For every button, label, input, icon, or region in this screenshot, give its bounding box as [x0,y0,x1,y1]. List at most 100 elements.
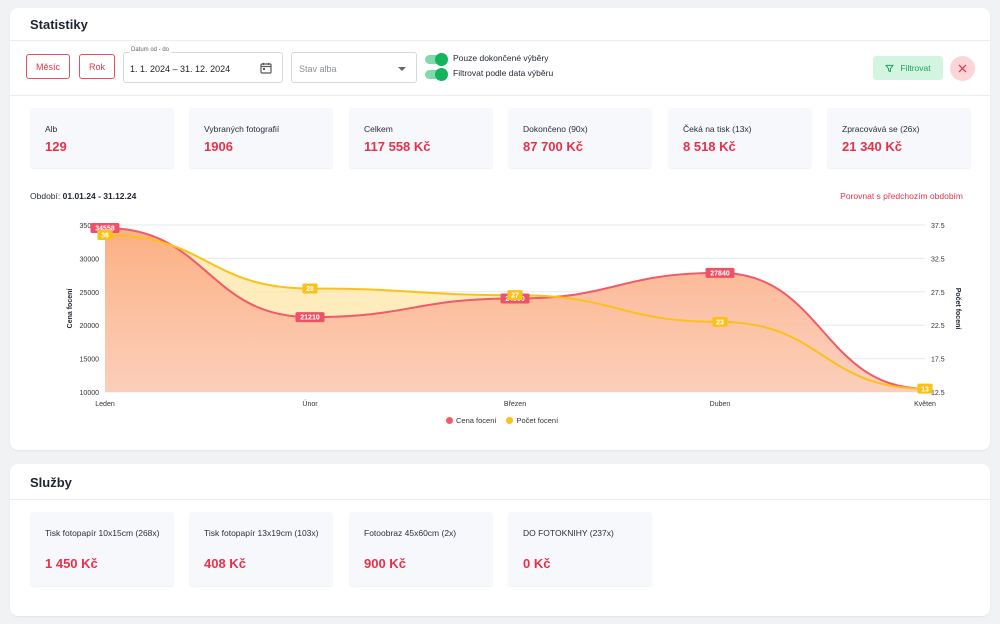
service-tile: DO FOTOKNIHY (237x) 0 Kč [508,512,652,586]
album-status-placeholder: Stav alba [299,64,337,74]
legend-label: Počet focení [516,416,559,425]
stat-label: Alb [45,124,58,134]
clear-filter-button[interactable] [950,56,975,81]
count-data-label-bg [917,383,933,394]
divider [10,40,990,41]
date-range-value: 1. 1. 2024 – 31. 12. 2024 [130,64,231,74]
service-value: 900 Kč [364,556,406,571]
date-range-label: Datum od - do [129,47,172,53]
price-data-label-bg [90,222,120,233]
month-button[interactable]: Měsíc [26,54,70,79]
period-label: Období: [30,191,61,201]
album-status-select[interactable]: Stav alba [291,52,417,83]
y-tick-label: 25000 [80,290,100,297]
stat-tile-processing: Zpracovává se (26x) 21 340 Kč [827,108,971,168]
count-data-label: 36 [101,233,109,240]
stat-label: Čeká na tisk (13x) [683,124,752,134]
y-axis-title: Cena focení [67,288,74,329]
chevron-down-icon [398,67,406,71]
y-tick-label: 20000 [80,323,100,330]
count-data-label-bg [97,230,113,241]
stat-tile-waiting-print: Čeká na tisk (13x) 8 518 Kč [668,108,812,168]
service-label: Tisk fotopapír 10x15cm (268x) [45,528,160,538]
stat-label: Vybraných fotografií [204,124,280,134]
period-text: Období: 01.01.24 - 31.12.24 [30,191,136,201]
legend-label: Cena focení [456,416,497,425]
divider [10,95,990,96]
x-tick-label: Únor [302,399,318,408]
y2-tick-label: 22.5 [931,323,945,330]
count-data-label-bg [712,316,728,327]
service-value: 0 Kč [523,556,551,571]
service-tile: Tisk fotopapír 13x19cm (103x) 408 Kč [189,512,333,586]
stat-value: 8 518 Kč [683,139,736,154]
count-data-label: 27 [511,293,519,300]
stat-tile-selected-photos: Vybraných fotografií 1906 [189,108,333,168]
completed-only-toggle[interactable] [425,53,448,66]
legend-item-price[interactable]: Cena focení [446,416,496,425]
stat-tile-total: Celkem 117 558 Kč [349,108,493,168]
legend-item-count[interactable]: Počet focení [506,416,558,425]
y-tick-label: 10000 [80,390,100,397]
count-data-label-bg [302,283,318,294]
count-data-label: 13 [921,386,929,393]
filter-by-date-label: Filtrovat podle data výběru [453,68,554,78]
chart-legend: Cena focení Počet focení [446,416,558,425]
y2-tick-label: 12.5 [931,390,945,397]
filter-button[interactable]: Filtrovat [873,56,943,80]
stat-value: 117 558 Kč [364,139,431,154]
stat-tile-albums: Alb 129 [30,108,174,168]
service-tile: Fotoobraz 45x60cm (2x) 900 Kč [349,512,493,586]
price-count-chart: 10000 15000 20000 25000 30000 35000 12.5 17.5 22… [67,222,961,408]
count-data-label: 28 [306,286,314,293]
services-title: Služby [30,475,72,490]
service-value: 408 Kč [204,556,246,571]
year-button[interactable]: Rok [79,54,115,79]
x-tick-label: Březen [504,401,526,408]
service-label: Tisk fotopapír 13x19cm (103x) [204,528,319,538]
stat-value: 1906 [204,139,233,154]
date-range-field[interactable]: Datum od - do 1. 1. 2024 – 31. 12. 2024 [123,47,283,83]
x-tick-label: Květen [914,401,936,408]
completed-only-label: Pouze dokončené výběry [453,53,549,63]
divider [10,499,990,500]
price-data-label: 34558 [95,226,115,233]
filter-by-date-toggle[interactable] [425,68,448,81]
stat-tile-completed: Dokončeno (90x) 87 700 Kč [508,108,652,168]
stat-label: Celkem [364,124,393,134]
y2-tick-label: 37.5 [931,223,945,230]
period-value: 01.01.24 - 31.12.24 [62,191,137,201]
y-tick-label: 15000 [80,357,100,364]
x-tick-label: Duben [710,401,731,408]
y-tick-label: 35000 [80,223,100,230]
price-data-label-bg [705,267,735,278]
close-icon [958,64,967,73]
legend-dot-icon [506,417,514,424]
stat-value: 21 340 Kč [842,139,902,154]
price-area-overlay [105,227,925,392]
y2-tick-label: 32.5 [931,256,945,263]
services-card: Služby Tisk fotopapír 10x15cm (268x) 1 4… [10,464,990,616]
compare-previous-link[interactable]: Porovnat s předchozím obdobím [840,191,963,201]
count-data-label: 23 [716,319,724,326]
count-data-label-bg [507,290,523,301]
price-data-label: 27840 [710,270,730,277]
statistics-card: Statistiky Měsíc Rok Datum od - do 1. 1.… [10,8,990,450]
service-label: DO FOTOKNIHY (237x) [523,528,614,538]
stat-value: 129 [45,139,67,154]
statistics-title: Statistiky [30,17,88,32]
legend-dot-icon [446,417,453,424]
service-label: Fotoobraz 45x60cm (2x) [364,528,457,538]
service-tile: Tisk fotopapír 10x15cm (268x) 1 450 Kč [30,512,174,586]
stat-label: Dokončeno (90x) [523,124,588,134]
stat-label: Zpracovává se (26x) [842,124,920,134]
price-data-label-bg [295,312,325,323]
filter-button-label: Filtrovat [900,63,931,73]
calendar-icon[interactable] [260,62,272,74]
y2-axis-title: Počet focení [954,288,961,331]
price-data-label: 21210 [300,315,320,322]
filter-icon [885,64,894,72]
y2-tick-label: 17.5 [931,357,945,364]
stat-value: 87 700 Kč [523,139,583,154]
x-tick-label: Leden [95,401,115,408]
